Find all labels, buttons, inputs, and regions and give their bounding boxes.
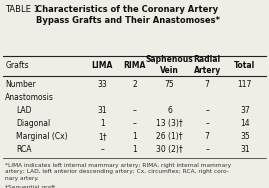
Text: †Sequential graft.: †Sequential graft. <box>5 185 58 188</box>
Text: Anastomosis: Anastomosis <box>5 93 54 102</box>
Text: 7: 7 <box>205 80 210 89</box>
Text: 31: 31 <box>240 145 250 154</box>
Text: *LIMA indicates left internal mammary artery; RIMA, right internal mammary
arter: *LIMA indicates left internal mammary ar… <box>5 163 232 181</box>
Text: 37: 37 <box>240 106 250 115</box>
Text: –: – <box>133 106 136 115</box>
Text: 1: 1 <box>132 145 137 154</box>
Text: 13 (3)†: 13 (3)† <box>156 119 183 128</box>
Text: RIMA: RIMA <box>123 61 146 70</box>
Text: LAD: LAD <box>16 106 32 115</box>
Text: –: – <box>205 119 209 128</box>
Text: 1†: 1† <box>98 132 107 141</box>
Text: Diagonal: Diagonal <box>16 119 50 128</box>
Text: 14: 14 <box>240 119 250 128</box>
Text: 2: 2 <box>132 80 137 89</box>
Text: 33: 33 <box>97 80 107 89</box>
Text: Total: Total <box>234 61 255 70</box>
Text: 1: 1 <box>132 132 137 141</box>
Text: 6: 6 <box>167 106 172 115</box>
Text: –: – <box>100 145 104 154</box>
Text: 31: 31 <box>97 106 107 115</box>
Text: RCA: RCA <box>16 145 32 154</box>
Text: –: – <box>133 119 136 128</box>
Text: 7: 7 <box>205 132 210 141</box>
Text: LIMA: LIMA <box>91 61 113 70</box>
Text: 117: 117 <box>238 80 252 89</box>
Text: 30 (2)†: 30 (2)† <box>156 145 183 154</box>
Text: Marginal (Cx): Marginal (Cx) <box>16 132 68 141</box>
Text: Radial
Artery: Radial Artery <box>193 55 221 75</box>
Text: 75: 75 <box>165 80 174 89</box>
Text: Characteristics of the Coronary Artery
Bypass Grafts and Their Anastomoses*: Characteristics of the Coronary Artery B… <box>36 5 220 25</box>
Text: TABLE 1.: TABLE 1. <box>5 5 44 14</box>
Text: 35: 35 <box>240 132 250 141</box>
Text: –: – <box>205 145 209 154</box>
Text: 26 (1)†: 26 (1)† <box>156 132 183 141</box>
Text: Saphenous
Vein: Saphenous Vein <box>146 55 193 75</box>
Text: 1: 1 <box>100 119 105 128</box>
Text: Grafts: Grafts <box>5 61 29 70</box>
Text: Number: Number <box>5 80 36 89</box>
Text: –: – <box>205 106 209 115</box>
